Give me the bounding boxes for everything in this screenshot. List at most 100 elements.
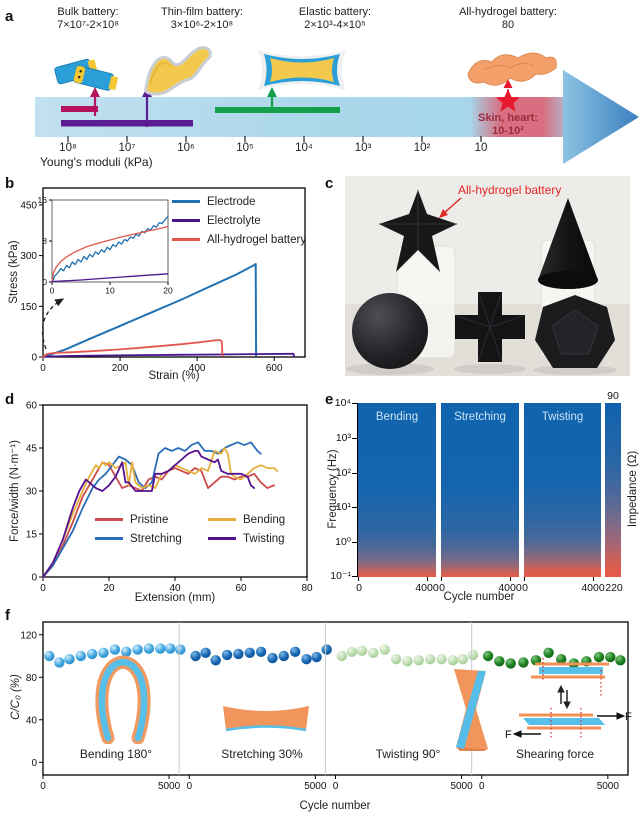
force-axis-label: Force/width (N·m⁻¹) [9,440,21,542]
series-line [42,352,296,358]
data-point [467,649,479,661]
x-tick-label: 80 [301,583,313,594]
x-tick-label: 40 [169,583,181,594]
colorbar-top-label: 90 [607,390,619,402]
freq-tick-1e2: 10² [335,467,351,479]
panel-label-f: f [5,607,10,624]
freq-tick-1e0: 10⁰ [335,536,351,548]
y-tick-label: 150 [20,302,37,313]
pristine-swatch [95,518,123,521]
cycle-tick [510,577,511,581]
series-line [51,215,169,283]
data-point [368,647,379,658]
moduli-tick-7: 10⁷ [118,142,136,154]
data-point [321,644,332,655]
stretching-swatch [95,537,123,540]
bulk-battery-label: Bulk battery: 7×10⁷-2×10⁸ [18,6,158,32]
photo-annotation-label: All-hydrogel battery [458,183,562,197]
data-point [556,654,567,665]
x-tick-label: 0 [40,781,46,792]
moduli-tick-1: 10 [474,142,488,154]
thinfilm-battery-label: Thin-film battery: 3×10⁶-2×10⁸ [132,6,272,32]
frequency-axis-line [357,403,358,577]
x-tick-label: 0 [50,286,55,296]
y-tick-label: 0 [31,758,37,769]
series-line [51,225,169,283]
e-xtick-0b: 0 [439,582,445,594]
y-tick-label: 16 [38,195,48,205]
data-point [436,654,447,665]
e-cycle-axis-label: Cycle number [443,591,515,603]
bending-label: Bending [243,513,286,526]
e-xtick-4000c: 4000 [581,582,605,594]
data-point [255,646,267,657]
panel-a-graphics [54,46,639,164]
shear-f-left: F [505,729,512,741]
heatmap-bending-label: Bending [375,411,419,423]
skin-heart-label: Skin, heart: 10-10² [463,112,553,137]
data-point [165,643,176,654]
skin-heart-text: Skin, heart: [478,112,538,124]
force-extension-chart: 0 20 40 60 80 0 15 30 45 60 [26,401,313,595]
caption-bending: Bending 180° [79,747,153,761]
electrode-label: Electrode [207,195,256,208]
photo-annotation-arrow [439,197,462,218]
dodecahedron-face [551,309,599,355]
legend-electrolyte: Electrolyte [172,211,306,230]
data-point [494,656,505,667]
x-tick-label: 0 [479,781,485,792]
plot-frame [42,187,306,358]
thinfilm-battery-range: 3×10⁶-2×10⁸ [170,19,234,31]
y-tick-label: 120 [20,630,37,641]
data-point [109,644,121,655]
y-tick-label: 60 [26,401,38,412]
data-point [200,647,211,658]
heatmap-stretching [441,403,519,577]
legend-pristine: Pristine [95,510,182,529]
sphere-shape [352,293,428,369]
panel-label-b: b [5,175,15,192]
impedance-colorbar [605,403,621,577]
panel-label-c: c [325,175,334,192]
data-point [615,655,626,666]
extension-axis-label: Extension (mm) [134,592,216,604]
inset-zoom-arrow [41,298,65,350]
cross-facets [456,293,524,361]
skin-heart-range: 10-10² [492,124,524,137]
data-point [54,657,65,668]
x-tick-label: 0 [333,781,339,792]
shear-force-left-arrow [512,730,541,738]
x-tick-label: 5000 [304,781,327,792]
freq-tick [352,403,357,404]
x-tick-label: 5000 [450,781,473,792]
data-point [132,644,143,655]
data-point [390,654,402,665]
data-point [87,648,98,660]
caption-stretching: Stretching 30% [221,747,303,761]
x-tick-label: 20 [163,286,173,296]
plot-frame [51,199,169,283]
electrode-swatch [172,200,200,203]
y-tick-label: 40 [26,715,38,726]
legend-electrode: Electrode [172,192,306,211]
moduli-axis-ticks [67,136,482,142]
data-point [143,643,155,654]
freq-tick [352,438,357,439]
hydrogel-swatch [172,238,200,241]
data-point [98,647,109,658]
twisting-illustration [454,669,488,751]
bulk-range-bar [61,106,98,112]
elastic-battery-name: Elastic battery: [298,6,372,18]
thinfilm-range-bar [61,120,193,127]
hydrogel-battery-name: All-hydrogel battery: [459,6,557,18]
frequency-axis-label: Frequency (Hz) [327,449,339,529]
caption-shearing: Shearing force [515,747,595,761]
cycle-tick [593,577,594,581]
heatmap-twisting-label: Twisting [541,411,584,423]
x-tick-label: 600 [266,363,283,374]
x-tick-label: 0 [40,363,46,374]
data-point [278,650,289,662]
legend-stretching: Stretching [95,529,182,548]
y-tick-label: 450 [20,200,37,211]
